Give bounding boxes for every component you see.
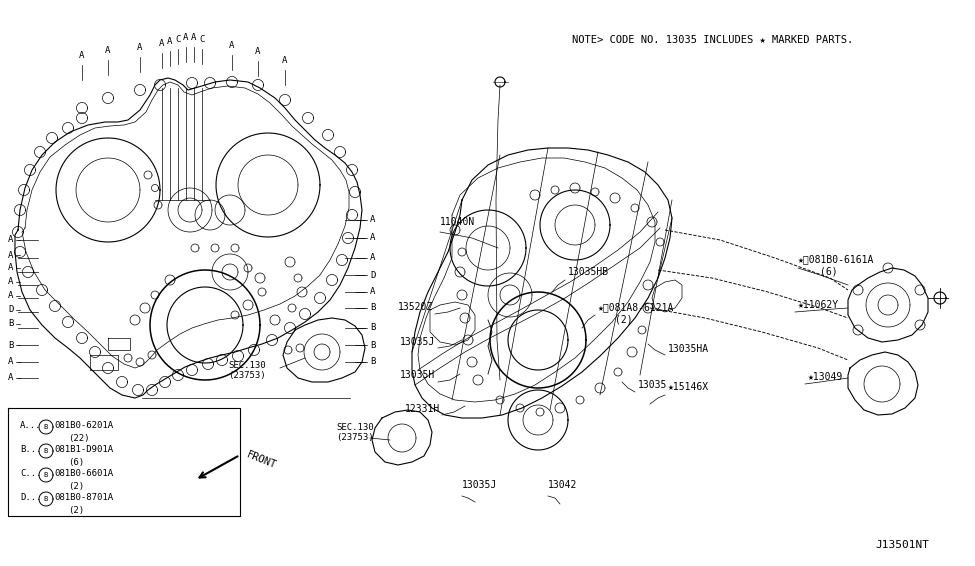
Text: B: B xyxy=(8,319,14,328)
Text: A: A xyxy=(79,51,85,60)
Text: (6): (6) xyxy=(820,266,838,276)
Text: A: A xyxy=(183,33,189,42)
Text: A: A xyxy=(370,254,375,263)
Text: 081B0-8701A: 081B0-8701A xyxy=(54,492,113,501)
Text: A: A xyxy=(370,288,375,297)
Text: A: A xyxy=(191,33,197,42)
Text: A: A xyxy=(229,41,235,50)
Text: D: D xyxy=(370,271,375,280)
Text: ★Ⓑ081B0-6161A: ★Ⓑ081B0-6161A xyxy=(798,254,875,264)
Text: A: A xyxy=(8,264,14,272)
Text: A: A xyxy=(8,291,14,301)
Text: A: A xyxy=(8,277,14,286)
Text: 11040N: 11040N xyxy=(440,217,475,227)
Text: B: B xyxy=(44,472,48,478)
Text: ★11062Y: ★11062Y xyxy=(798,300,839,310)
Text: 13035J: 13035J xyxy=(462,480,497,490)
Text: ★15146X: ★15146X xyxy=(668,382,709,392)
Text: (2): (2) xyxy=(615,314,633,324)
Text: C: C xyxy=(176,35,180,44)
Text: B: B xyxy=(370,341,375,349)
Text: 13035H: 13035H xyxy=(400,370,435,380)
Text: A: A xyxy=(137,43,142,52)
Text: (6): (6) xyxy=(68,457,84,466)
Text: A: A xyxy=(8,251,14,259)
Text: B: B xyxy=(370,303,375,312)
Text: C: C xyxy=(199,35,205,44)
Text: NOTE> CODE NO. 13035 INCLUDES ★ MARKED PARTS.: NOTE> CODE NO. 13035 INCLUDES ★ MARKED P… xyxy=(572,35,853,45)
Text: B: B xyxy=(370,324,375,332)
Text: 081B0-6201A: 081B0-6201A xyxy=(54,421,113,430)
Text: J13501NT: J13501NT xyxy=(875,540,929,550)
Text: ★Ⓑ081A8-6121A: ★Ⓑ081A8-6121A xyxy=(598,302,675,312)
Text: A: A xyxy=(168,37,173,46)
Text: B: B xyxy=(370,358,375,367)
Text: (2): (2) xyxy=(68,505,84,514)
Text: B...: B... xyxy=(20,444,42,453)
Text: (23753): (23753) xyxy=(228,371,266,380)
Text: A: A xyxy=(8,235,14,245)
Text: D...: D... xyxy=(20,492,42,501)
Text: B: B xyxy=(44,448,48,454)
Text: A: A xyxy=(8,358,14,367)
Text: 13042: 13042 xyxy=(548,480,577,490)
Text: 13035J: 13035J xyxy=(400,337,435,347)
Text: 081B1-D901A: 081B1-D901A xyxy=(54,444,113,453)
Text: B: B xyxy=(8,341,14,349)
Text: 13520Z: 13520Z xyxy=(398,302,433,312)
Text: (23753): (23753) xyxy=(336,433,373,442)
Text: A: A xyxy=(283,56,288,65)
Text: A...: A... xyxy=(20,421,42,430)
Text: A: A xyxy=(8,374,14,383)
Text: 13035HA: 13035HA xyxy=(668,344,709,354)
Text: B: B xyxy=(44,424,48,430)
Text: A: A xyxy=(255,47,260,56)
Text: A: A xyxy=(370,234,375,242)
Text: (22): (22) xyxy=(68,434,90,443)
Text: 081B0-6601A: 081B0-6601A xyxy=(54,469,113,478)
Text: B: B xyxy=(44,496,48,502)
Text: 12331H: 12331H xyxy=(405,404,441,414)
Text: A: A xyxy=(105,46,111,55)
Text: A: A xyxy=(159,39,165,48)
Text: 13035: 13035 xyxy=(638,380,667,390)
Text: SEC.130: SEC.130 xyxy=(228,361,266,370)
Text: ★13049: ★13049 xyxy=(808,372,843,382)
Text: FRONT: FRONT xyxy=(245,449,278,470)
Text: SEC.130: SEC.130 xyxy=(336,423,373,432)
Text: A: A xyxy=(370,216,375,225)
Text: C...: C... xyxy=(20,469,42,478)
Text: 13035HB: 13035HB xyxy=(568,267,609,277)
Text: (2): (2) xyxy=(68,482,84,491)
Text: D: D xyxy=(8,306,14,315)
